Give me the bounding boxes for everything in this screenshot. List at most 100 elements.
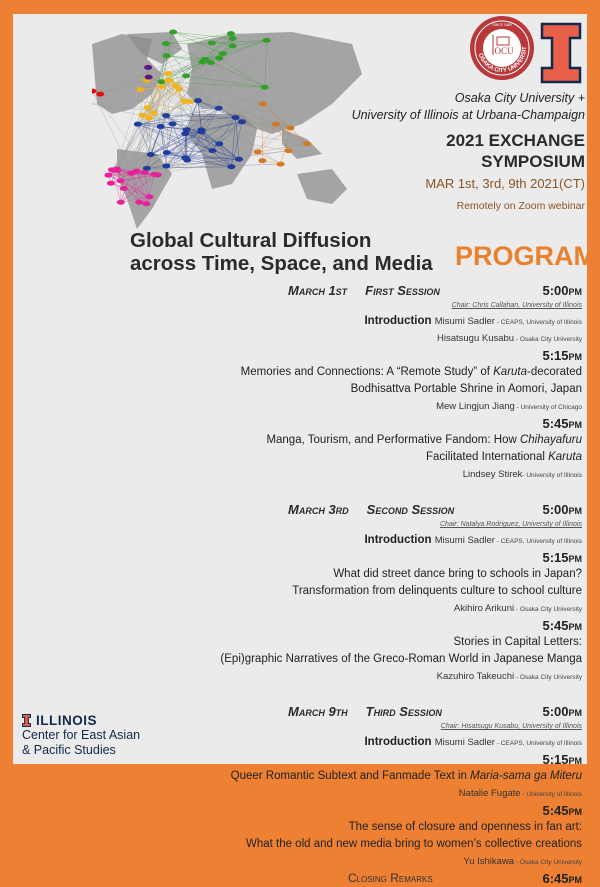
session-date: March 1st: [288, 283, 347, 298]
network-node: [145, 116, 153, 121]
network-node: [135, 200, 143, 205]
illinois-block-i-logo: [540, 22, 582, 84]
network-edge: [173, 32, 232, 38]
network-node: [183, 127, 191, 132]
network-node: [229, 43, 237, 48]
network-node: [198, 60, 206, 65]
speaker-name: Mew Lingjun Jiang: [436, 401, 515, 412]
network-node: [183, 158, 191, 163]
talk-time-row: 5:15pm: [200, 347, 582, 364]
landmass: [297, 169, 347, 204]
session-chair: Chair: Hisatsugu Kusabu, University of I…: [200, 720, 582, 734]
network-node: [162, 163, 170, 168]
time-label: 5:15pm: [542, 348, 582, 363]
network-node: [303, 141, 311, 146]
network-node: [162, 113, 170, 118]
osaka-city-university-seal: OSAKA CITY UNIVERSITY SINCE 1880 OCU: [469, 15, 535, 81]
talk-title-italic: Chihayafuru: [520, 434, 582, 446]
network-node: [272, 122, 280, 127]
talk-title-line: Queer Romantic Subtext and Fanmade Text …: [200, 768, 582, 785]
speaker-affiliation: - Osaka City University: [514, 336, 582, 343]
talk-title-text: Facilitated International: [426, 451, 548, 463]
title-line-1: Global Cultural Diffusion: [130, 229, 433, 252]
time-label: 5:15pm: [542, 752, 582, 767]
talk-title-text: Transformation from delinquents culture …: [292, 585, 582, 597]
network-node: [261, 85, 269, 90]
introduction-label: Introduction: [364, 736, 431, 748]
network-node: [163, 150, 171, 155]
event-title-line-2: SYMPOSIUM: [481, 152, 585, 172]
network-node: [215, 106, 223, 111]
landmass: [282, 129, 322, 159]
network-node: [277, 162, 285, 167]
talk-time-row: 5:45pm: [200, 802, 582, 819]
talk-title-text: What the old and new media bring to wome…: [246, 838, 582, 850]
network-node: [175, 87, 183, 92]
speaker-row: Akihiro Arikuni - Osaka City University: [200, 600, 582, 617]
talk-title-line: Bodhisattva Portable Shrine in Aomori, J…: [200, 381, 582, 398]
center-name-line-1: Center for East Asian: [22, 728, 140, 743]
network-node: [134, 122, 142, 127]
network-node: [258, 158, 266, 163]
talk-title-line: What did street dance bring to schools i…: [200, 566, 582, 583]
network-node: [150, 111, 158, 116]
talk-title-line: Stories in Capital Letters:: [200, 634, 582, 651]
network-node: [215, 56, 223, 61]
network-node: [181, 99, 189, 104]
speaker-name: Misumi Sadler: [435, 535, 495, 546]
introduction-row: Hisatsugu Kusabu - Osaka City University: [200, 330, 582, 347]
talk-title-italic: Karuta: [548, 451, 582, 463]
network-node: [144, 65, 152, 70]
time-label: 5:00pm: [542, 703, 582, 720]
speaker-affiliation: - University of Chicago: [515, 404, 582, 411]
world-network-map: [92, 14, 390, 229]
introduction-row: Introduction Misumi Sadler - CEAPS, Univ…: [200, 734, 582, 751]
network-node: [162, 41, 170, 46]
speaker-row: Yu Ishikawa - Osaka City University: [200, 853, 582, 870]
closing-remarks-label: Closing Remarks: [348, 870, 433, 887]
network-node: [219, 51, 227, 56]
symposium-title: Global Cultural Diffusion across Time, S…: [130, 229, 433, 275]
talk-title-text: Memories and Connections: A “Remote Stud…: [241, 366, 493, 378]
network-node: [194, 98, 202, 103]
illinois-block-i-icon: [22, 714, 31, 727]
speaker-name: Misumi Sadler: [435, 316, 495, 327]
network-node: [208, 41, 216, 46]
speaker-affiliation: - Osaka City University: [514, 674, 582, 681]
network-node: [238, 119, 246, 124]
talk-title-line: Facilitated International Karuta: [200, 449, 582, 466]
event-title-line-1: 2021 EXCHANGE: [446, 131, 585, 151]
partners-line-2: University of Illinois at Urbana-Champai…: [352, 108, 585, 122]
speaker-name: Misumi Sadler: [435, 737, 495, 748]
time-label: 5:15pm: [542, 550, 582, 565]
talk-title-text: The sense of closure and openness in fan…: [349, 821, 582, 833]
speaker-name: Lindsey Stirek: [463, 469, 523, 480]
session-chair: Chair: Natalya Rodriguez, University of …: [200, 518, 582, 532]
speaker-affiliation: - University of Illinois: [522, 472, 582, 479]
network-node: [157, 79, 165, 84]
time-label: 5:45pm: [542, 416, 582, 431]
network-node: [166, 78, 174, 83]
speaker-name: Akihiro Arikuni: [454, 603, 514, 614]
network-node: [259, 101, 267, 106]
session-name: Third Session: [366, 704, 442, 719]
partners-line-1: Osaka City University +: [455, 91, 585, 105]
session-gap: [200, 483, 582, 501]
time-label: 5:00pm: [542, 282, 582, 299]
talk-title-italic: Maria-sama ga Miteru: [470, 770, 582, 782]
network-node: [235, 157, 243, 162]
talk-title-line: Memories and Connections: A “Remote Stud…: [200, 364, 582, 381]
introduction-row: Introduction Misumi Sadler - CEAPS, Univ…: [200, 313, 582, 330]
talk-time-row: 5:15pm: [200, 549, 582, 566]
network-node: [227, 164, 235, 169]
talk-title-line: What the old and new media bring to wome…: [200, 836, 582, 853]
network-node: [157, 124, 165, 129]
network-node: [117, 200, 125, 205]
speaker-affiliation: - CEAPS, University of Illinois: [495, 538, 582, 545]
talk-title-line: The sense of closure and openness in fan…: [200, 819, 582, 836]
